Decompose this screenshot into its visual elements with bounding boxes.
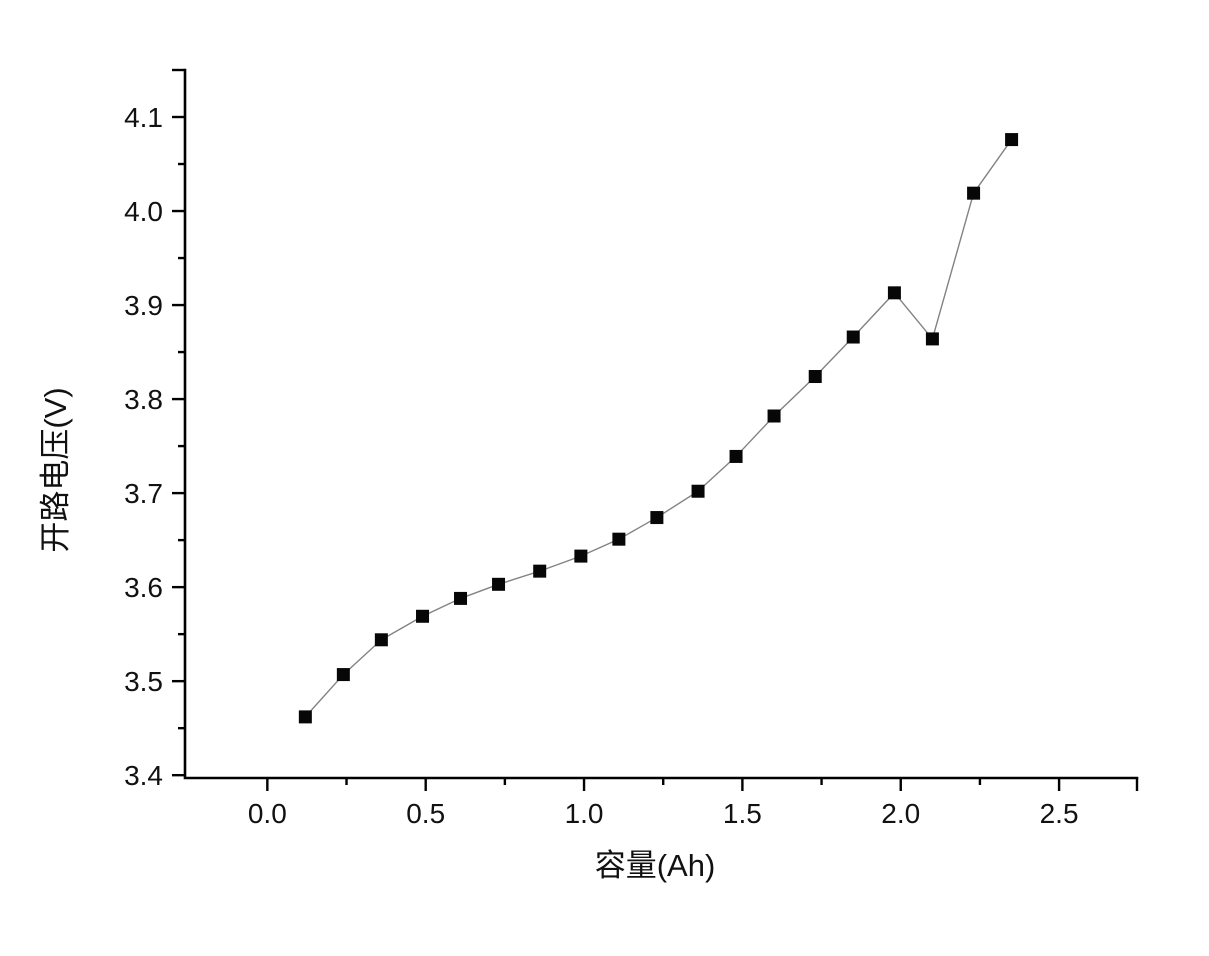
y-tick-label: 4.1 — [124, 102, 163, 133]
data-point-marker — [925, 332, 939, 346]
data-point-marker — [533, 564, 547, 578]
axes-layer — [172, 68, 1139, 791]
data-point-marker — [374, 633, 388, 647]
y-tick-label: 3.9 — [124, 290, 163, 321]
data-point-marker — [650, 511, 664, 525]
x-tick-label: 0.0 — [248, 798, 287, 829]
x-tick-label: 1.0 — [565, 798, 604, 829]
data-point-marker — [729, 449, 743, 463]
data-point-marker — [767, 409, 781, 423]
data-point-marker — [574, 549, 588, 563]
y-tick-label: 3.5 — [124, 666, 163, 697]
x-tick-label: 2.0 — [881, 798, 920, 829]
y-axis-title: 开路电压(V) — [38, 387, 73, 552]
y-tick-label: 3.7 — [124, 478, 163, 509]
y-tick-label: 4.0 — [124, 196, 163, 227]
x-axis-title: 容量(Ah) — [595, 848, 716, 883]
data-point-marker — [967, 186, 981, 200]
y-tick-label: 3.4 — [124, 760, 163, 791]
x-tick-label: 1.5 — [723, 798, 762, 829]
data-point-marker — [612, 532, 626, 546]
ticks-layer — [172, 115, 1061, 791]
series-line — [304, 139, 1013, 718]
data-point-marker — [1005, 133, 1019, 147]
series-layer — [298, 133, 1019, 724]
y-tick-label: 3.8 — [124, 384, 163, 415]
tick-labels-layer: 0.0 0.5 1.0 1.5 2.0 2.5 3.4 3.5 3.6 3.7 3.8 3.9 4.0 4… — [124, 102, 1078, 829]
x-tick-label: 2.5 — [1040, 798, 1079, 829]
data-point-marker — [887, 286, 901, 300]
x-tick-label: 0.5 — [406, 798, 445, 829]
y-tick-label: 3.6 — [124, 572, 163, 603]
data-point-marker — [336, 668, 350, 682]
data-point-marker — [492, 577, 506, 591]
data-point-marker — [416, 609, 430, 623]
data-point-marker — [808, 370, 822, 384]
axis-frame — [183, 68, 1139, 780]
data-point-marker — [691, 484, 705, 498]
data-point-marker — [846, 330, 860, 344]
data-point-marker — [298, 710, 312, 724]
data-point-marker — [454, 591, 468, 605]
